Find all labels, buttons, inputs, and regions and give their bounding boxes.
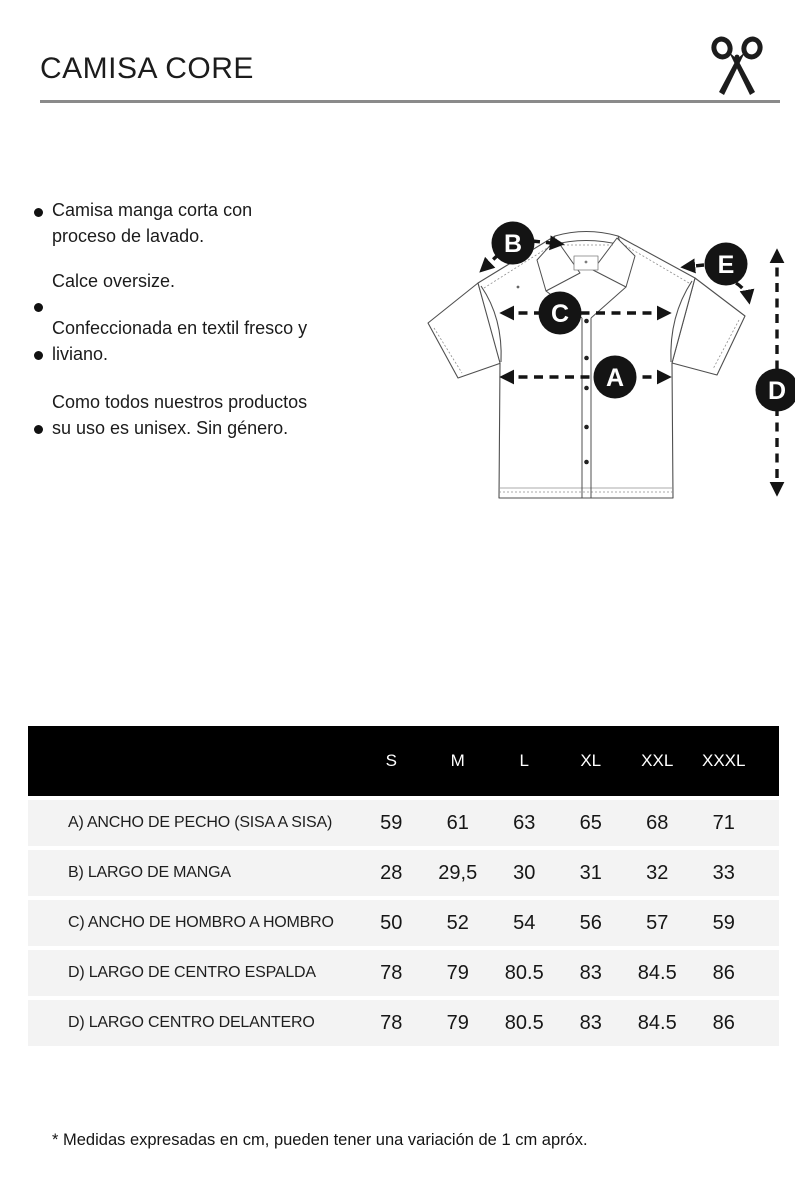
- cell-value: 56: [579, 911, 602, 934]
- row-label: A) ANCHO DE PECHO (SISA A SISA): [68, 814, 333, 831]
- size-col-l: L: [519, 751, 529, 770]
- cell-value: 78: [380, 961, 403, 984]
- cell-value: 29,5: [438, 861, 478, 884]
- size-col-xxxl: XXXL: [702, 751, 746, 770]
- size-col-m: M: [450, 751, 465, 770]
- description-line: Confeccionada en textil fresco y: [52, 318, 308, 338]
- shirt-stitch-details: [433, 242, 740, 493]
- cell-value: 59: [380, 811, 403, 834]
- row-label: B) LARGO DE MANGA: [68, 864, 231, 881]
- cell-value: 71: [712, 811, 735, 834]
- label-a: A: [606, 364, 624, 392]
- label-c: C: [551, 300, 569, 328]
- size-table: S M L XL XXL XXXL A) ANCHO DE PECHO (SIS…: [28, 726, 779, 1046]
- cell-value: 78: [380, 1011, 403, 1034]
- size-table-header: S M L XL XXL XXXL: [28, 726, 779, 796]
- cell-value: 30: [513, 861, 536, 884]
- label-e: E: [718, 251, 735, 279]
- cell-value: 86: [712, 961, 735, 984]
- size-col-xxl: XXL: [641, 751, 674, 770]
- cell-value: 31: [579, 861, 602, 884]
- shirt-outline: [427, 235, 746, 499]
- cell-value: 83: [579, 1011, 602, 1034]
- table-row: C) ANCHO DE HOMBRO A HOMBRO 50 52 54 56 …: [28, 900, 779, 946]
- cell-value: 52: [446, 911, 469, 934]
- description-line: Calce oversize.: [52, 271, 176, 291]
- cell-value: 50: [380, 911, 403, 934]
- label-b: B: [504, 230, 522, 258]
- bullet-dot: [34, 351, 43, 360]
- row-label: C) ANCHO DE HOMBRO A HOMBRO: [68, 914, 334, 931]
- cell-value: 84.5: [637, 1011, 677, 1034]
- description-line: Camisa manga corta con: [52, 200, 253, 220]
- cell-value: 80.5: [504, 1011, 544, 1034]
- cell-value: 83: [579, 961, 602, 984]
- shirt-measurement-diagram: B E C A D: [427, 221, 795, 499]
- table-row: B) LARGO DE MANGA 28 29,5 30 31 32 33: [28, 850, 779, 896]
- cell-value: 86: [712, 1011, 735, 1034]
- table-row: D) LARGO DE CENTRO ESPALDA 78 79 80.5 83…: [28, 950, 779, 996]
- cell-value: 79: [446, 961, 469, 984]
- description-line: liviano.: [52, 344, 109, 364]
- cell-value: 32: [646, 861, 669, 884]
- cell-value: 57: [646, 911, 669, 934]
- header-divider: [40, 100, 780, 103]
- size-col-xl: XL: [580, 751, 602, 770]
- cell-value: 61: [446, 811, 469, 834]
- measurement-labels: B E C A D: [491, 221, 795, 412]
- cell-value: 65: [579, 811, 602, 834]
- measurement-footnote: * Medidas expresadas en cm, pueden tener…: [52, 1131, 588, 1149]
- row-label: D) LARGO CENTRO DELANTERO: [68, 1014, 315, 1031]
- description-line: su uso es unisex. Sin género.: [52, 418, 289, 438]
- cell-value: 68: [646, 811, 669, 834]
- bullet-dot: [34, 303, 43, 312]
- bullet-dot: [34, 425, 43, 434]
- table-row: D) LARGO CENTRO DELANTERO 78 79 80.5 83 …: [28, 1000, 779, 1046]
- cell-value: 84.5: [637, 961, 677, 984]
- cell-value: 59: [712, 911, 735, 934]
- table-row: A) ANCHO DE PECHO (SISA A SISA) 59 61 63…: [28, 800, 779, 846]
- page-title: CAMISA CORE: [40, 52, 254, 85]
- scissors-icon: [711, 36, 763, 95]
- cell-value: 63: [513, 811, 536, 834]
- cell-value: 79: [446, 1011, 469, 1034]
- cell-value: 80.5: [504, 961, 544, 984]
- shirt-collar: [536, 231, 636, 319]
- cell-value: 33: [712, 861, 735, 884]
- bullet-dot: [34, 208, 43, 217]
- label-d: D: [768, 377, 786, 405]
- measurement-arrows: [479, 235, 785, 497]
- cell-value: 28: [380, 861, 403, 884]
- description-line: Como todos nuestros productos: [52, 392, 308, 412]
- size-col-s: S: [385, 751, 397, 770]
- cell-value: 54: [513, 911, 536, 934]
- row-label: D) LARGO DE CENTRO ESPALDA: [68, 964, 316, 981]
- description-line: proceso de lavado.: [52, 226, 205, 246]
